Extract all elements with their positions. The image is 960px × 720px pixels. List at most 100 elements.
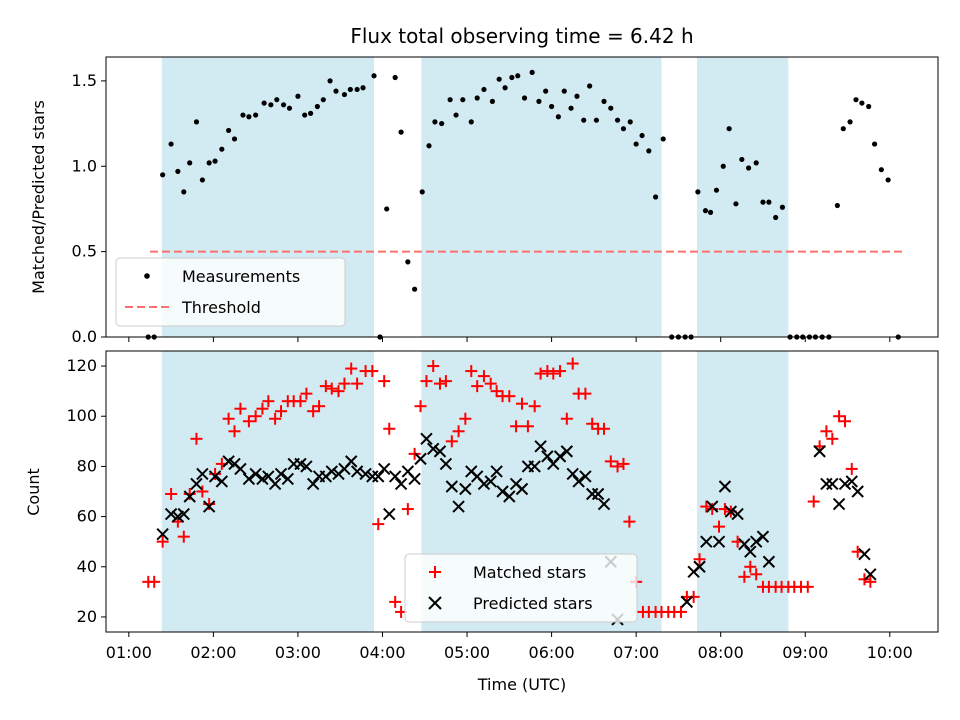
predicted-point-92 (851, 485, 864, 498)
measurement-point-12 (226, 127, 232, 134)
measurement-point-25 (314, 103, 320, 110)
measurement-point-103 (840, 126, 846, 132)
matched-point-110 (845, 462, 858, 475)
predicted-point-34 (377, 462, 391, 476)
measurement-point-107 (866, 103, 872, 110)
matched-point-15 (242, 415, 255, 428)
predicted-point-39 (408, 472, 421, 486)
predicted-point-17 (268, 477, 282, 491)
predicted-point-5 (190, 477, 203, 491)
legend-measurements-marker (144, 273, 150, 279)
matched-point-107 (826, 432, 839, 445)
matched-point-69 (586, 417, 599, 430)
measurement-point-61 (561, 88, 567, 94)
predicted-point-59 (534, 440, 547, 453)
matched-point-63 (547, 367, 560, 380)
count-y-tick-label-2: 60 (77, 507, 97, 526)
matched-point-27 (319, 380, 332, 393)
matched-point-31 (345, 362, 358, 375)
predicted-point-4 (183, 490, 196, 503)
measurement-point-54 (515, 73, 521, 79)
measurement-point-46 (460, 97, 466, 103)
matched-point-89 (713, 520, 726, 533)
predicted-point-77 (712, 535, 726, 548)
matched-point-37 (383, 422, 396, 435)
matched-point-71 (598, 422, 611, 435)
matched-point-6 (183, 488, 196, 501)
measurement-point-36 (392, 74, 398, 81)
x-tick-label-2: 03:00 (275, 643, 321, 662)
measurement-point-110 (885, 177, 891, 183)
matched-point-65 (560, 412, 573, 425)
predicted-point-6 (196, 467, 209, 481)
predicted-point-14 (249, 467, 262, 481)
measurement-point-4 (175, 168, 181, 174)
measurement-point-59 (548, 103, 555, 110)
measurement-point-87 (733, 201, 739, 207)
measurement-point-11 (219, 146, 225, 152)
matched-point-48 (452, 425, 465, 438)
measurement-point-33 (371, 73, 377, 79)
measurement-point-2 (160, 172, 166, 178)
matched-point-32 (351, 377, 364, 390)
matched-point-85 (687, 590, 700, 603)
predicted-point-68 (591, 487, 605, 501)
matched-point-18 (262, 395, 275, 408)
predicted-point-56 (515, 482, 529, 496)
measurement-point-94 (779, 204, 786, 210)
matched-point-49 (459, 412, 472, 425)
predicted-point-83 (750, 535, 763, 548)
measurement-point-22 (295, 93, 301, 99)
ratio-legend-frame (115, 257, 346, 327)
matched-point-104 (807, 495, 820, 508)
matched-point-28 (325, 382, 338, 395)
predicted-point-40 (414, 452, 427, 466)
measurement-point-104 (847, 119, 853, 125)
measurement-point-83 (707, 209, 714, 215)
matched-point-103 (801, 580, 814, 593)
x-tick-label-5: 06:00 (529, 643, 575, 662)
count-y-tick-label-1: 40 (77, 557, 97, 576)
count-y-axis-label: Count (24, 468, 43, 516)
predicted-point-94 (864, 568, 877, 581)
predicted-point-33 (372, 470, 385, 483)
predicted-point-36 (388, 470, 402, 483)
measurement-point-49 (481, 86, 487, 93)
measurement-point-58 (543, 88, 549, 94)
predicted-point-12 (234, 462, 247, 476)
measurement-point-88 (739, 156, 745, 163)
predicted-point-42 (427, 442, 440, 456)
measurement-point-82 (702, 208, 709, 214)
measurement-point-13 (231, 136, 238, 142)
matched-point-29 (332, 385, 345, 398)
predicted-star-points (156, 432, 877, 626)
matched-point-30 (338, 377, 351, 390)
matched-point-43 (420, 375, 433, 388)
measurement-point-109 (878, 167, 884, 173)
matched-point-36 (378, 375, 391, 388)
matched-point-108 (833, 410, 846, 423)
matched-point-109 (838, 415, 851, 428)
measurement-point-38 (405, 259, 411, 265)
x-tick-label-1: 02:00 (190, 643, 236, 662)
predicted-point-86 (813, 445, 826, 458)
matched-point-73 (611, 460, 624, 473)
measurement-point-29 (341, 91, 348, 98)
matched-point-23 (294, 395, 307, 408)
matched-point-86 (693, 553, 706, 566)
measurement-point-65 (587, 83, 593, 89)
ratio-legend: Measurements Threshold (115, 257, 346, 327)
matched-point-35 (372, 518, 385, 531)
measurement-point-74 (646, 148, 652, 154)
predicted-point-87 (820, 477, 833, 491)
measurement-point-105 (853, 97, 859, 103)
predicted-point-81 (738, 537, 751, 551)
count-x-ticks: 01:00 02:00 03:00 04:00 05:00 06:00 07:00 08:00… (106, 632, 913, 662)
matched-point-44 (427, 360, 440, 373)
measurement-point-102 (834, 202, 840, 209)
matched-point-72 (604, 455, 617, 468)
x-tick-label-7: 08:00 (698, 643, 744, 662)
measurement-point-42 (432, 119, 438, 125)
measurement-point-9 (206, 160, 212, 166)
